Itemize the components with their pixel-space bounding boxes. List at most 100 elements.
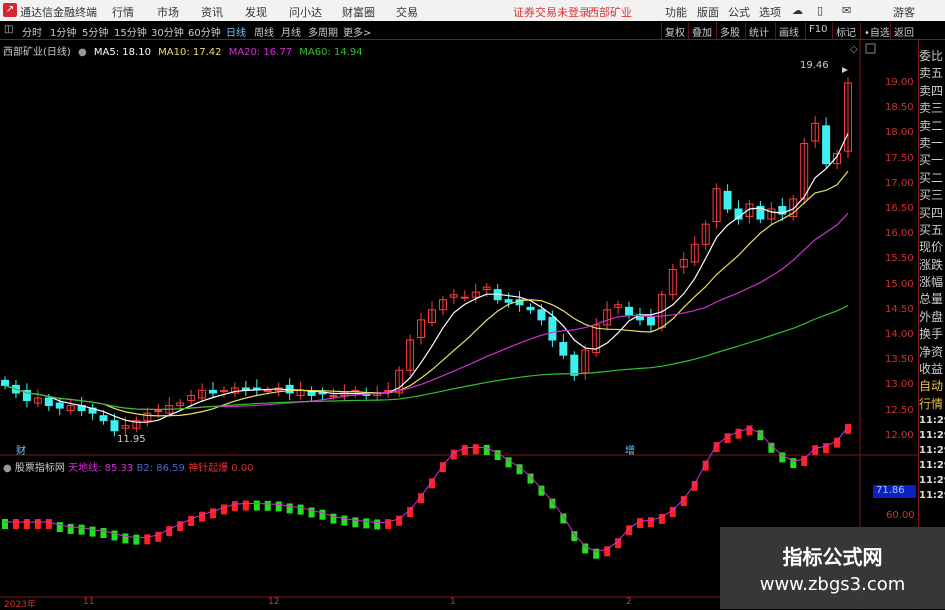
quote-field: 涨幅 bbox=[919, 275, 944, 290]
sidebar-toggle-icon[interactable]: ◫ bbox=[4, 24, 14, 35]
price-tick: 14.50 bbox=[885, 303, 914, 315]
kline-chart[interactable]: ◇ bbox=[0, 40, 918, 609]
ma60-value: MA60: 14.94 bbox=[299, 47, 363, 58]
menu-discover[interactable]: 发现 bbox=[245, 6, 267, 19]
indicator-bar bbox=[538, 485, 545, 496]
indicator-bar bbox=[100, 528, 107, 538]
overlay-button[interactable]: 叠加 bbox=[688, 22, 715, 39]
period-multi[interactable]: 多周期 bbox=[308, 28, 338, 39]
candle bbox=[230, 387, 239, 394]
user-label[interactable]: 游客 bbox=[893, 6, 915, 19]
indicator-bar bbox=[34, 519, 41, 529]
stats-button[interactable]: 统计 bbox=[745, 22, 772, 39]
adjust-button[interactable]: 复权 bbox=[661, 22, 688, 39]
candle bbox=[187, 394, 196, 402]
quote-field: 收益 bbox=[919, 362, 944, 377]
diamond-icon[interactable]: ◇ bbox=[850, 44, 858, 55]
candle bbox=[132, 420, 141, 429]
period-30min[interactable]: 30分钟 bbox=[151, 28, 184, 39]
menu-quotes[interactable]: 行情 bbox=[112, 6, 134, 19]
period-monthly[interactable]: 月线 bbox=[281, 28, 301, 39]
candle bbox=[55, 402, 64, 409]
date-label: 2023年 bbox=[4, 600, 36, 610]
period-1min[interactable]: 1分钟 bbox=[50, 28, 77, 39]
multi-stock-button[interactable]: 多股 bbox=[716, 22, 743, 39]
menu-news[interactable]: 资讯 bbox=[201, 6, 223, 19]
event-marker[interactable]: 增 bbox=[625, 446, 635, 457]
price-tick: 18.50 bbox=[885, 102, 914, 114]
indicator-bar bbox=[155, 531, 162, 542]
indicator-bar bbox=[724, 433, 731, 444]
quote-field: 委比 bbox=[919, 49, 944, 63]
price-tick: 16.50 bbox=[885, 203, 914, 214]
indicator-bar bbox=[636, 518, 643, 529]
login-status[interactable]: 证券交易未登录 bbox=[513, 6, 590, 19]
date-label: 2 bbox=[626, 597, 632, 607]
period-daily[interactable]: 日线 bbox=[226, 28, 246, 39]
quote-field: 卖二 bbox=[919, 118, 944, 133]
indicator-line3-value: 0.00 bbox=[231, 463, 254, 474]
price-tick: 12.50 bbox=[885, 404, 914, 416]
candle bbox=[789, 198, 798, 218]
quote-field: 净资 bbox=[919, 344, 944, 359]
period-timeshare[interactable]: 分时 bbox=[22, 28, 42, 39]
quote-field: 涨跌 bbox=[919, 257, 944, 272]
ma60-line bbox=[4, 305, 849, 411]
candle bbox=[438, 299, 447, 311]
period-15min[interactable]: 15分钟 bbox=[114, 28, 147, 39]
cloud-icon[interactable]: ☁ bbox=[792, 4, 803, 17]
period-5min[interactable]: 5分钟 bbox=[82, 28, 109, 39]
high-arrow-icon bbox=[842, 67, 848, 73]
indicator-bar bbox=[330, 513, 337, 524]
indicator-bar bbox=[341, 515, 348, 526]
indicator-axis-label: 60.00 bbox=[886, 510, 915, 521]
message-icon[interactable]: ✉ bbox=[842, 4, 852, 17]
menu-wealth[interactable]: 财富圈 bbox=[342, 6, 375, 19]
indicator-bar bbox=[472, 444, 479, 455]
indicator-bar bbox=[78, 524, 85, 535]
candle bbox=[154, 410, 163, 413]
candle bbox=[33, 397, 42, 404]
tick-time: 11:29 bbox=[919, 430, 945, 442]
period-more[interactable]: 更多> bbox=[343, 28, 372, 39]
mark-button[interactable]: 标记 bbox=[832, 22, 859, 39]
indicator-bar bbox=[89, 526, 96, 537]
menu-ask[interactable]: 问小达 bbox=[289, 6, 322, 19]
indicator-settings-icon[interactable]: ● bbox=[3, 463, 12, 474]
tick-time: 11:29 bbox=[919, 490, 945, 502]
stock-name: 西部矿业 bbox=[588, 6, 632, 19]
menu-market[interactable]: 市场 bbox=[157, 6, 179, 19]
price-tick: 19.00 bbox=[885, 77, 914, 88]
event-marker[interactable]: 财 bbox=[16, 446, 26, 457]
menu-options[interactable]: 选项 bbox=[759, 6, 781, 19]
menu-layout[interactable]: 版面 bbox=[697, 6, 719, 19]
price-tick: 14.00 bbox=[885, 329, 914, 340]
menu-function[interactable]: 功能 bbox=[665, 6, 687, 19]
menu-trade[interactable]: 交易 bbox=[396, 6, 418, 19]
candle bbox=[219, 389, 228, 392]
phone-icon[interactable]: ▯ bbox=[817, 4, 824, 17]
draw-button[interactable]: 画线 bbox=[775, 22, 802, 39]
menu-formula[interactable]: 公式 bbox=[728, 6, 750, 19]
period-toolbar: ◫ 分时 1分钟 5分钟 15分钟 30分钟 60分钟 日线 周线 月线 多周期… bbox=[0, 21, 945, 40]
period-60min[interactable]: 60分钟 bbox=[188, 28, 221, 39]
quote-field: 买五 bbox=[919, 222, 944, 237]
date-label: 1 bbox=[450, 597, 456, 607]
price-tick: 17.50 bbox=[885, 152, 914, 164]
indicator-bar bbox=[735, 428, 742, 439]
price-tick: 13.50 bbox=[885, 354, 914, 366]
tick-time: 11:29 bbox=[919, 445, 945, 457]
panel-toggle-icon[interactable] bbox=[865, 43, 876, 54]
candle bbox=[209, 389, 218, 394]
candle bbox=[329, 394, 338, 397]
settings-icon[interactable]: ● bbox=[78, 47, 87, 58]
period-weekly[interactable]: 周线 bbox=[254, 28, 274, 39]
indicator-bar bbox=[483, 444, 490, 455]
f10-button[interactable]: F10 bbox=[805, 22, 830, 39]
indicator-bar bbox=[669, 507, 676, 517]
back-button[interactable]: 返回 bbox=[890, 22, 917, 39]
watchlist-button[interactable]: •自选 bbox=[860, 22, 893, 39]
indicator-line bbox=[5, 426, 849, 553]
quote-field: 买四 bbox=[919, 205, 944, 220]
ma10-value: MA10: 17.42 bbox=[158, 47, 222, 58]
